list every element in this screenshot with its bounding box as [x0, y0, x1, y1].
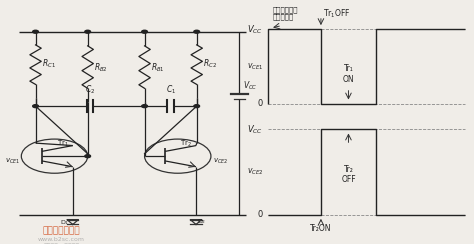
Circle shape — [33, 30, 38, 33]
Text: $v_{CE1}$: $v_{CE1}$ — [246, 61, 263, 72]
Text: $V_{CC}$: $V_{CC}$ — [247, 23, 263, 36]
Text: 0: 0 — [258, 210, 263, 219]
Text: $R_{C1}$: $R_{C1}$ — [42, 58, 56, 70]
Circle shape — [142, 105, 147, 108]
Circle shape — [194, 105, 200, 108]
Text: 0: 0 — [258, 99, 263, 108]
Text: Tr₁
ON: Tr₁ ON — [343, 64, 354, 83]
Circle shape — [85, 30, 91, 33]
Text: 推库电子市场网: 推库电子市场网 — [43, 226, 81, 235]
Text: www.b2sc.com: www.b2sc.com — [38, 237, 85, 242]
Text: Tr₂
OFF: Tr₂ OFF — [341, 165, 356, 184]
Text: $v_{CE1}$: $v_{CE1}$ — [5, 156, 20, 166]
Text: $C_2$: $C_2$ — [85, 84, 95, 96]
Text: $v_{CE2}$: $v_{CE2}$ — [246, 167, 263, 177]
Text: $V_{CC}$: $V_{CC}$ — [243, 79, 258, 92]
Text: $R_{B1}$: $R_{B1}$ — [151, 61, 165, 74]
Text: D$_1$: D$_1$ — [60, 218, 69, 227]
Text: D$_2$: D$_2$ — [197, 217, 207, 226]
Text: Tr$_1$OFF: Tr$_1$OFF — [323, 7, 351, 20]
Text: $R_{C2}$: $R_{C2}$ — [203, 58, 217, 70]
Circle shape — [33, 105, 38, 108]
Text: $C_1$: $C_1$ — [165, 84, 176, 96]
Text: $R_{B2}$: $R_{B2}$ — [94, 61, 108, 74]
Text: Tr$_1$: Tr$_1$ — [57, 139, 69, 149]
Circle shape — [85, 155, 91, 158]
Circle shape — [194, 30, 200, 33]
Text: $v_{CE2}$: $v_{CE2}$ — [213, 156, 228, 166]
Text: 由于电容充电
引起的钝化: 由于电容充电 引起的钝化 — [273, 6, 298, 20]
Text: Tr₂ON: Tr₂ON — [310, 224, 332, 233]
Text: $V_{CC}$: $V_{CC}$ — [247, 123, 263, 136]
Text: Tr$_2$: Tr$_2$ — [180, 139, 192, 149]
Circle shape — [142, 30, 147, 33]
